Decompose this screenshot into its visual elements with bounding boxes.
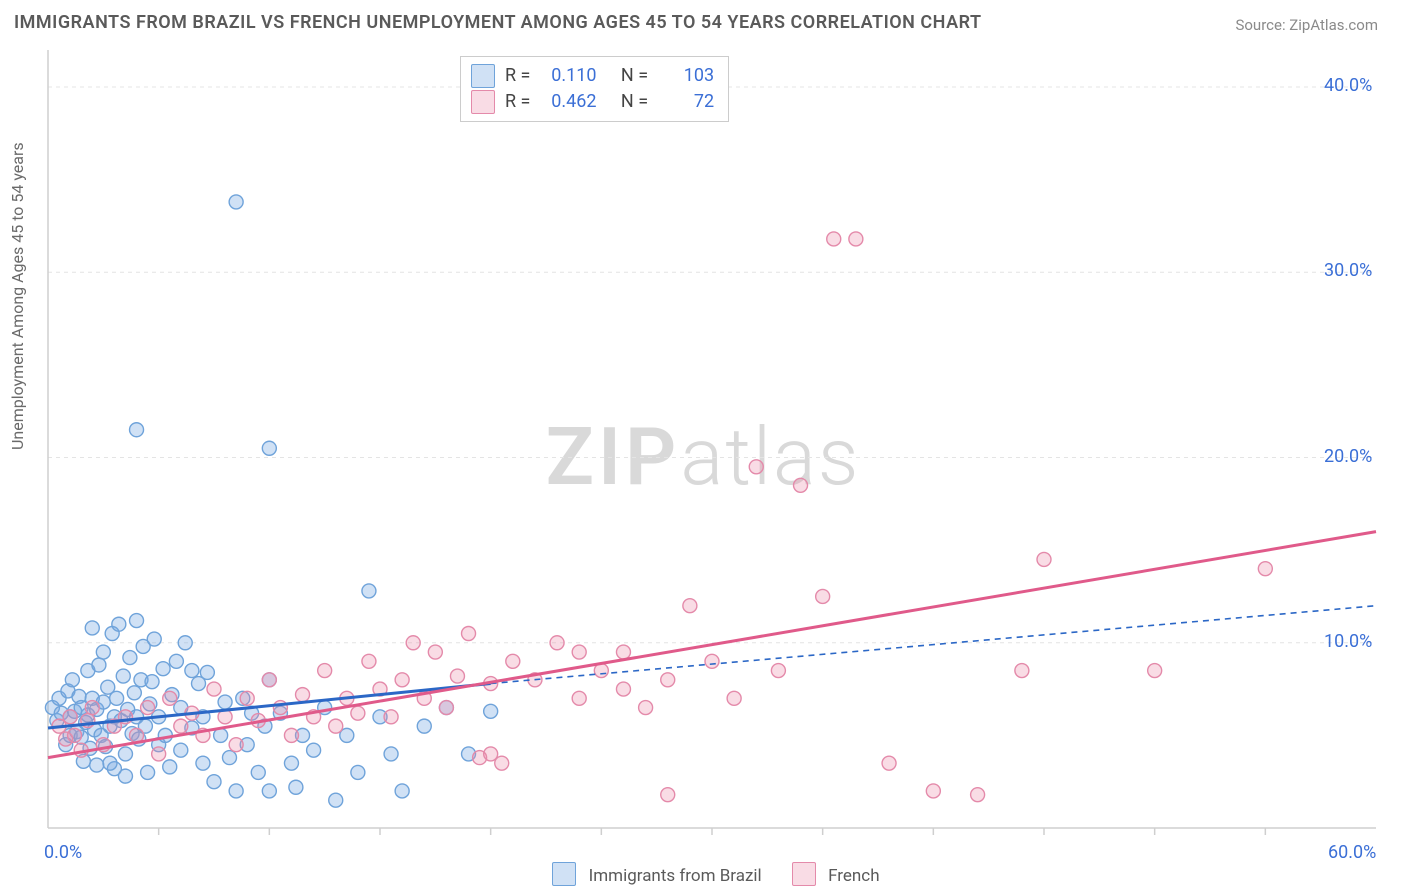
y-tick-label: 40.0% <box>1324 75 1372 96</box>
x-tick-label: 0.0% <box>44 842 82 863</box>
legend-label-brazil: Immigrants from Brazil <box>589 866 762 886</box>
legend-swatch-brazil <box>471 64 495 88</box>
r-value-french: 0.462 <box>540 89 596 115</box>
n-value-french: 72 <box>658 89 714 115</box>
r-label: R = <box>505 63 530 89</box>
y-tick-label: 20.0% <box>1324 446 1372 467</box>
y-tick-label: 10.0% <box>1324 631 1372 652</box>
correlation-legend: R = 0.110 N = 103 R = 0.462 N = 72 <box>460 56 729 122</box>
y-tick-label: 30.0% <box>1324 260 1372 281</box>
scatter-chart <box>0 0 1406 892</box>
x-tick-label: 60.0% <box>1328 842 1376 863</box>
r-value-brazil: 0.110 <box>540 63 596 89</box>
series-legend: Immigrants from Brazil French <box>0 862 1406 886</box>
n-label: N = <box>621 63 648 89</box>
n-value-brazil: 103 <box>658 63 714 89</box>
legend-label-french: French <box>828 866 879 886</box>
n-label: N = <box>621 89 648 115</box>
legend-swatch-french <box>471 90 495 114</box>
legend-swatch-brazil <box>552 862 576 886</box>
legend-swatch-french <box>792 862 816 886</box>
r-label: R = <box>505 89 530 115</box>
